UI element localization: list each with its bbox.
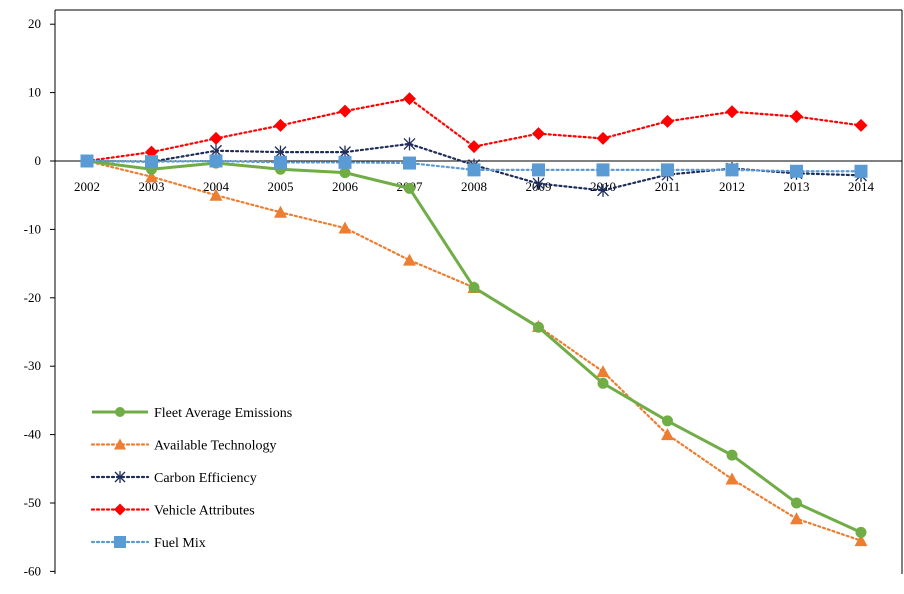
data-point-carbon-efficiency <box>532 177 545 191</box>
legend-marker <box>115 407 125 417</box>
legend-label: Fuel Mix <box>154 536 206 551</box>
y-tick-label: -40 <box>24 427 41 442</box>
y-axis: 20 10 0 -10 -20 -30 -40 -50 -60 <box>24 9 903 578</box>
data-point-fleet-average-emissions <box>339 167 351 179</box>
data-point-vehicle-attributes <box>532 127 545 141</box>
data-point-carbon-efficiency <box>597 183 609 197</box>
x-tick-label: 2006 <box>332 179 359 194</box>
legend-item-carbon-efficiency: Carbon Efficiency <box>90 471 257 486</box>
legend-marker <box>114 471 126 483</box>
y-tick-label: 0 <box>35 153 42 168</box>
series-fuel-mix <box>80 154 868 178</box>
x-tick-label: 2012 <box>719 179 745 194</box>
legend-label: Available Technology <box>154 439 277 454</box>
data-point-fuel-mix <box>854 164 868 178</box>
data-point-fleet-average-emissions <box>404 182 415 194</box>
data-point-fleet-average-emissions <box>533 321 544 333</box>
legend-item-fuel-mix: Fuel Mix <box>90 536 206 551</box>
x-tick-label: 2002 <box>74 179 100 194</box>
y-tick-label: -60 <box>24 563 41 578</box>
data-point-available-technology <box>790 512 803 525</box>
data-point-carbon-efficiency <box>403 137 416 151</box>
data-point-available-technology <box>274 205 287 218</box>
y-tick-label: -30 <box>24 358 41 373</box>
y-tick-label: -20 <box>24 290 41 305</box>
data-point-vehicle-attributes <box>661 114 674 128</box>
data-point-vehicle-attributes <box>338 104 352 118</box>
data-point-fleet-average-emissions <box>662 415 673 427</box>
legend-item-available-technology: Available Technology <box>90 438 277 454</box>
data-point-fuel-mix <box>532 163 545 177</box>
legend-item-fleet-average-emissions: Fleet Average Emissions <box>92 406 292 421</box>
data-point-available-technology <box>661 428 674 441</box>
x-tick-label: 2013 <box>784 179 810 194</box>
data-point-vehicle-attributes <box>209 131 223 145</box>
data-point-available-technology <box>854 534 868 547</box>
data-point-vehicle-attributes <box>403 92 416 106</box>
data-point-fuel-mix <box>661 163 674 177</box>
data-point-fleet-average-emissions <box>791 497 802 509</box>
y-tick-label: 10 <box>28 85 41 100</box>
data-point-fleet-average-emissions <box>726 449 738 461</box>
legend-label: Vehicle Attributes <box>154 504 255 519</box>
data-point-fleet-average-emissions <box>468 282 480 294</box>
x-tick-label: 2011 <box>655 179 681 194</box>
series-available-technology <box>80 154 868 547</box>
legend: Fleet Average Emissions Available Technol… <box>90 406 292 551</box>
legend-label: Fleet Average Emissions <box>154 406 292 421</box>
data-point-fuel-mix <box>790 164 803 178</box>
data-point-fuel-mix <box>209 154 223 168</box>
data-point-available-technology <box>338 221 352 234</box>
data-point-fuel-mix <box>467 163 481 177</box>
data-point-fuel-mix <box>725 163 739 177</box>
legend-marker <box>114 438 126 450</box>
series-vehicle-attributes <box>80 92 868 168</box>
data-point-available-technology <box>596 365 610 378</box>
data-point-fuel-mix <box>145 155 158 169</box>
data-point-vehicle-attributes <box>790 110 803 124</box>
x-tick-label: 2014 <box>848 179 875 194</box>
legend-marker <box>114 536 126 548</box>
legend-marker <box>114 503 126 516</box>
data-point-fuel-mix <box>274 155 287 169</box>
data-point-fuel-mix <box>338 155 352 169</box>
legend-item-vehicle-attributes: Vehicle Attributes <box>90 503 255 519</box>
y-tick-label: -50 <box>24 495 41 510</box>
data-point-vehicle-attributes <box>274 118 287 132</box>
x-tick-label: 2008 <box>461 179 487 194</box>
data-point-vehicle-attributes <box>467 140 481 154</box>
series-lines <box>80 92 868 547</box>
data-point-fleet-average-emissions <box>597 377 609 389</box>
data-point-vehicle-attributes <box>854 118 868 132</box>
x-tick-label: 2005 <box>268 179 294 194</box>
data-point-vehicle-attributes <box>596 131 610 145</box>
data-point-available-technology <box>725 472 739 485</box>
y-tick-label: -10 <box>24 221 41 236</box>
legend-label: Carbon Efficiency <box>154 471 257 486</box>
data-point-vehicle-attributes <box>725 105 739 119</box>
data-point-fuel-mix <box>596 163 610 177</box>
data-point-available-technology <box>403 253 416 266</box>
data-point-fleet-average-emissions <box>855 526 867 538</box>
data-point-available-technology <box>209 188 223 201</box>
y-tick-label: 20 <box>28 16 41 31</box>
data-point-available-technology <box>145 170 158 183</box>
data-point-fuel-mix <box>80 154 94 168</box>
data-point-fuel-mix <box>403 156 416 170</box>
x-tick-label: 2004 <box>203 179 230 194</box>
x-tick-label: 2003 <box>139 179 165 194</box>
